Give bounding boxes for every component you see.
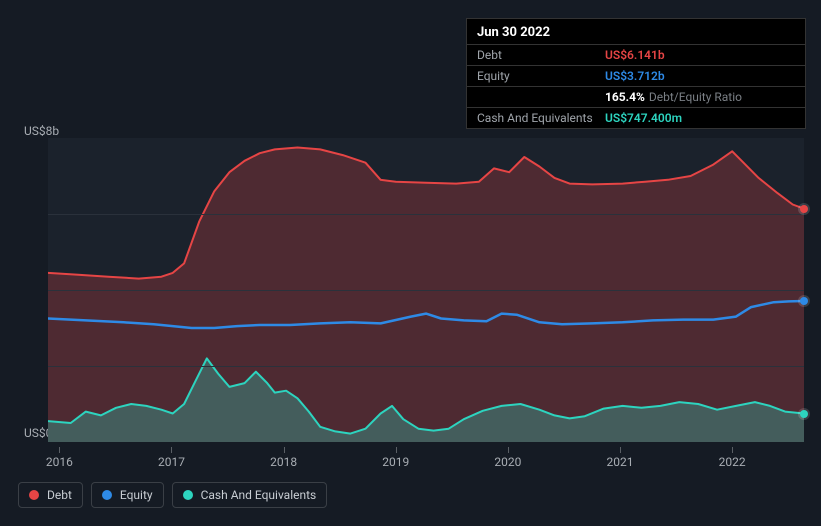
tooltip-row: Cash And EquivalentsUS$747.400m (467, 108, 805, 128)
legend: Debt Equity Cash And Equivalents (18, 482, 327, 508)
tooltip-row-value: US$747.400m (605, 111, 682, 125)
tooltip-row: DebtUS$6.141b (467, 45, 805, 66)
x-tick-label: 2022 (719, 455, 746, 469)
chart-area[interactable] (48, 138, 804, 442)
tooltip-row-label: Cash And Equivalents (477, 111, 605, 125)
x-tick-line (396, 447, 397, 453)
x-tick-line (284, 447, 285, 453)
series-end-dot (800, 205, 808, 213)
legend-label: Debt (47, 488, 72, 502)
series-area (48, 148, 804, 443)
legend-label: Cash And Equivalents (201, 488, 317, 502)
x-tick-label: 2020 (494, 455, 521, 469)
grid-line (48, 366, 804, 367)
legend-item[interactable]: Cash And Equivalents (172, 482, 328, 508)
grid-line (48, 214, 804, 215)
legend-item[interactable]: Debt (18, 482, 83, 508)
tooltip-date: Jun 30 2022 (467, 19, 805, 45)
x-tick-label: 2019 (382, 455, 409, 469)
y-axis-top-label: US$8b (24, 124, 59, 138)
x-tick-line (171, 447, 172, 453)
legend-dot-icon (29, 490, 39, 500)
tooltip-row-value: US$6.141b (605, 48, 665, 62)
x-tick-line (508, 447, 509, 453)
tooltip-row: EquityUS$3.712b (467, 66, 805, 87)
tooltip-row-value: US$3.712b (605, 69, 665, 83)
legend-dot-icon (183, 490, 193, 500)
series-end-dot (800, 297, 808, 305)
tooltip-card: Jun 30 2022 DebtUS$6.141bEquityUS$3.712b… (466, 18, 806, 129)
x-tick-line (732, 447, 733, 453)
tooltip-row-label: Debt (477, 48, 605, 62)
grid-line (48, 290, 804, 291)
x-tick-label: 2018 (270, 455, 297, 469)
legend-item[interactable]: Equity (91, 482, 164, 508)
series-end-dot (800, 410, 808, 418)
tooltip-ratio: 165.4%Debt/Equity Ratio (605, 90, 742, 104)
tooltip-row: 165.4%Debt/Equity Ratio (467, 87, 805, 108)
x-tick-line (620, 447, 621, 453)
x-tick-label: 2017 (158, 455, 185, 469)
legend-dot-icon (102, 490, 112, 500)
tooltip-row-label (477, 90, 605, 104)
tooltip-row-label: Equity (477, 69, 605, 83)
legend-label: Equity (120, 488, 153, 502)
x-tick-line (59, 447, 60, 453)
x-tick-label: 2021 (607, 455, 634, 469)
x-tick-label: 2016 (46, 455, 73, 469)
